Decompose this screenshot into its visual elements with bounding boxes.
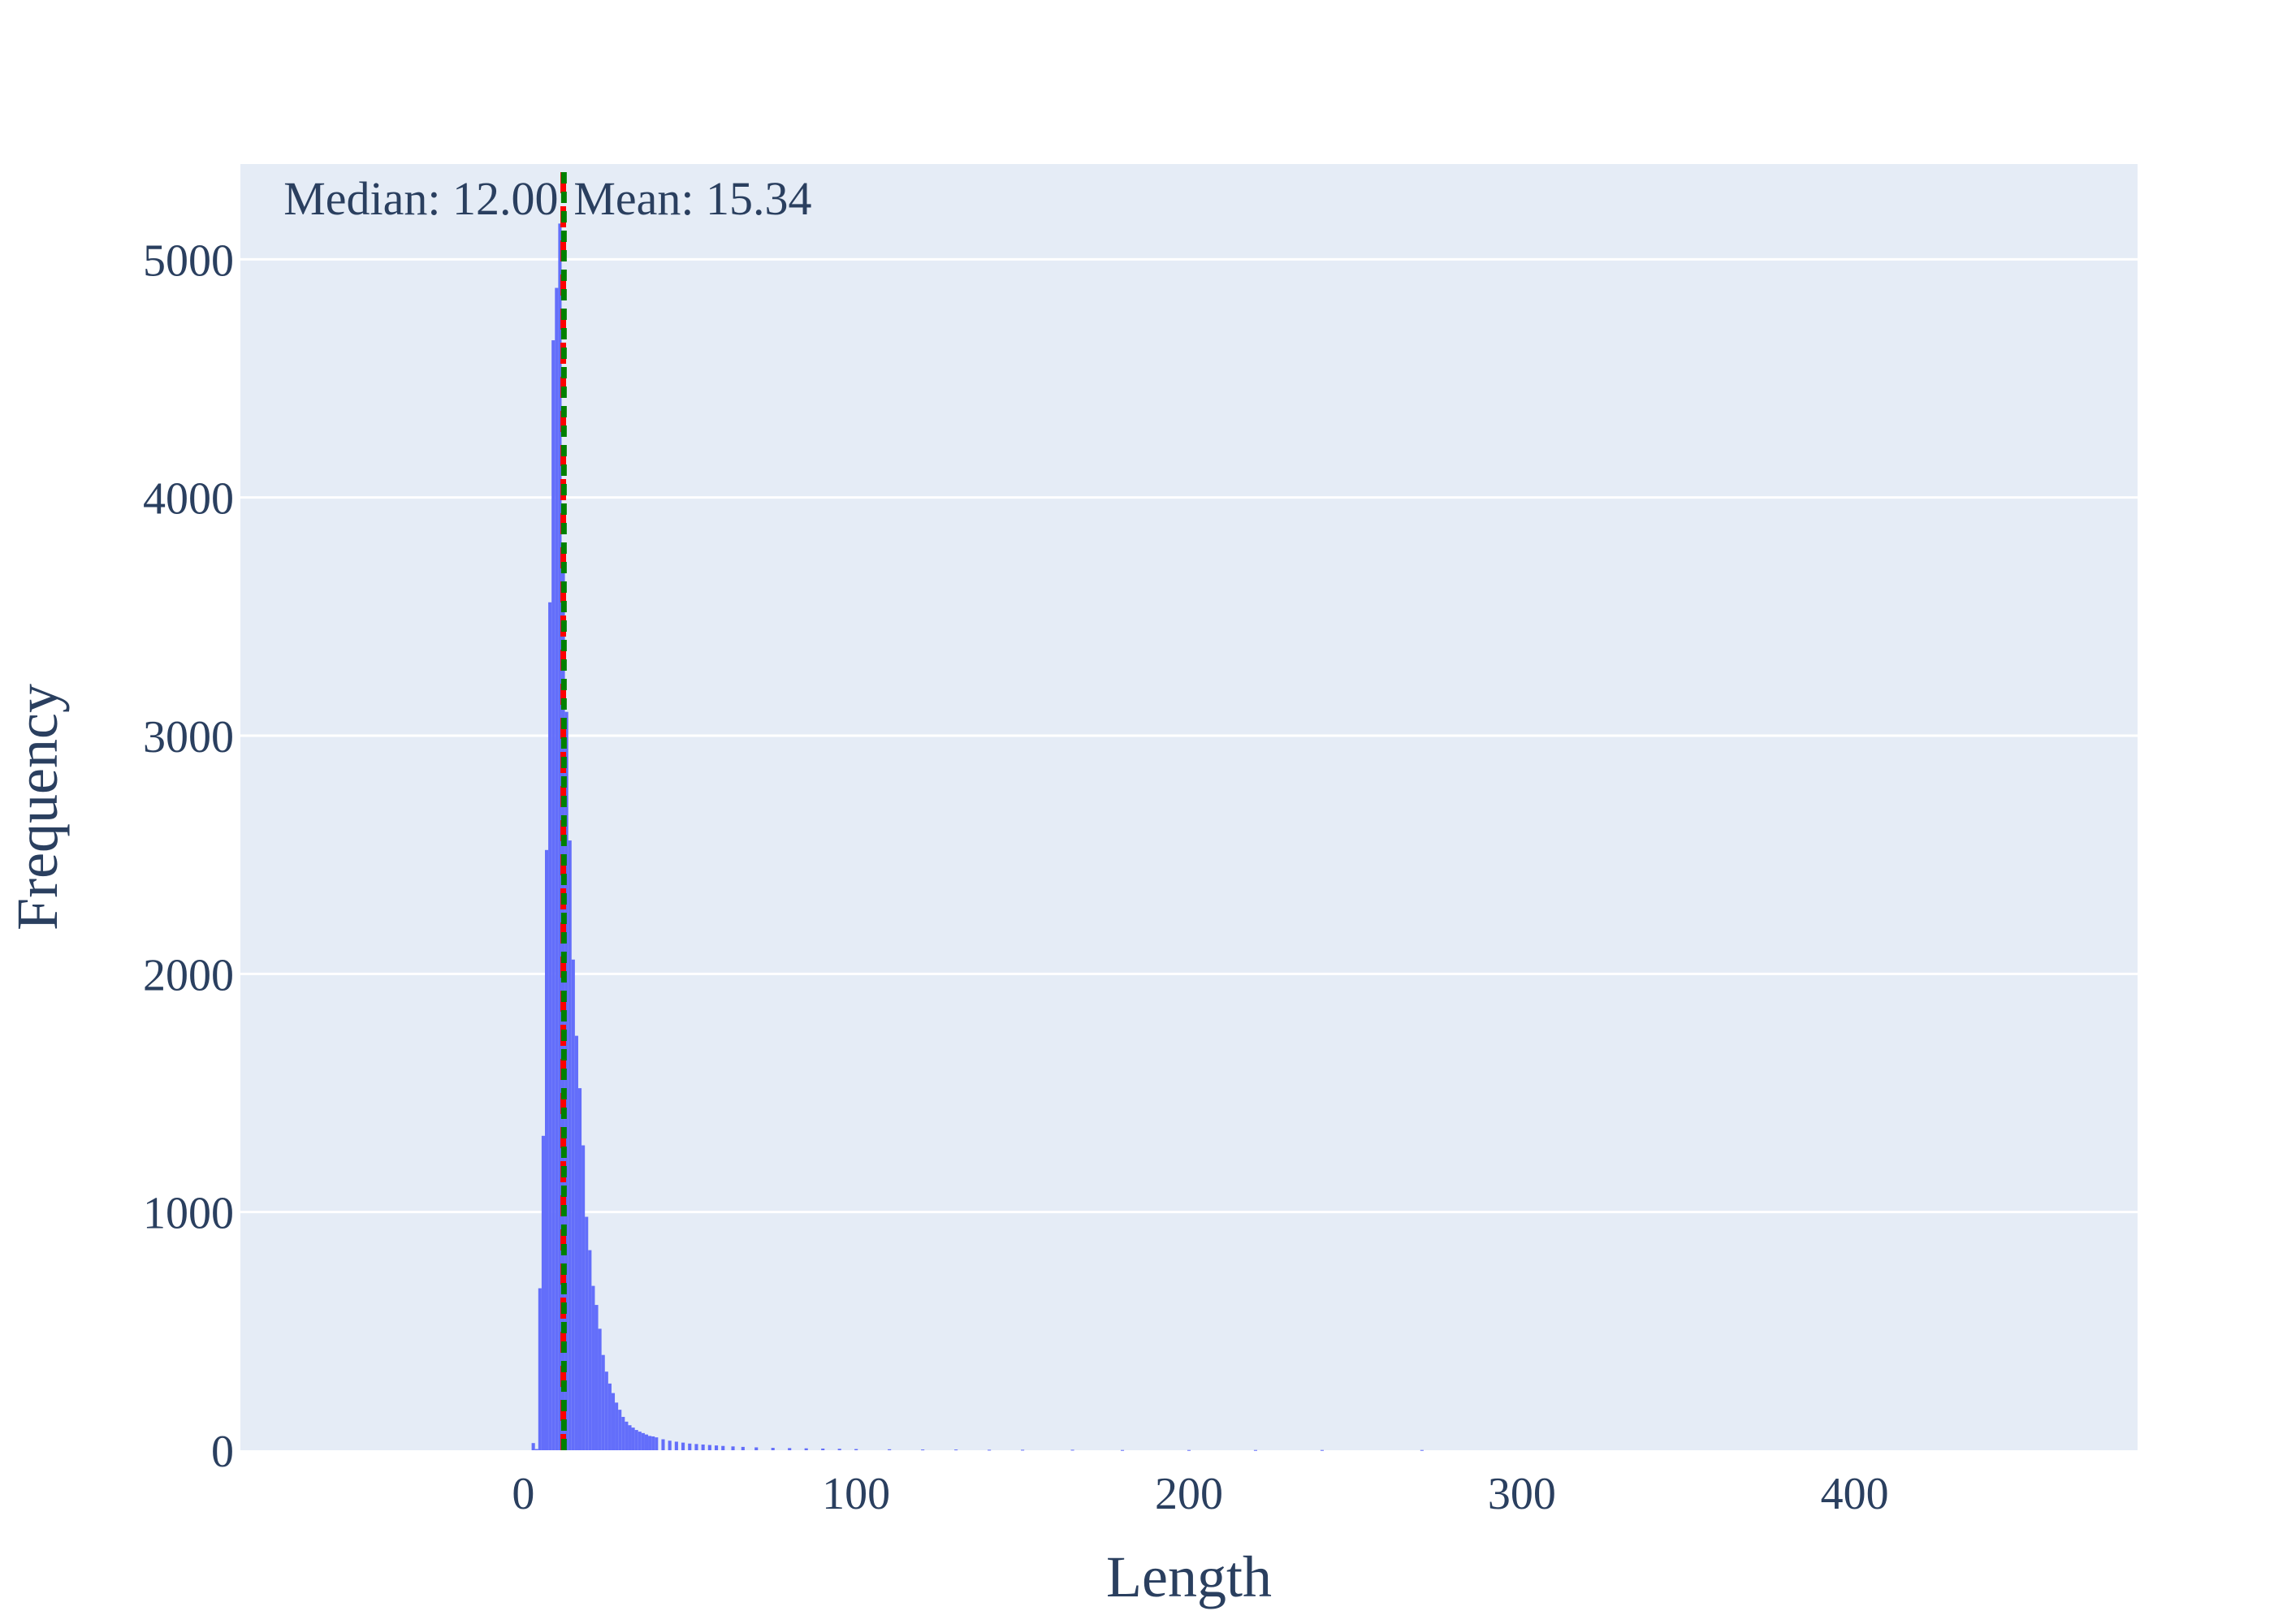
histogram-bar — [591, 1285, 595, 1450]
histogram-bar — [588, 1250, 592, 1450]
histogram-bar — [538, 1288, 542, 1450]
x-axis-title: Length — [1106, 1544, 1272, 1609]
x-tick-label: 200 — [1155, 1469, 1223, 1519]
histogram-bar — [607, 1383, 612, 1450]
histogram-bar — [634, 1430, 638, 1450]
histogram-bar — [544, 849, 549, 1450]
histogram-bar — [741, 1446, 745, 1450]
histogram-bar — [577, 1088, 582, 1450]
x-tick-label: 300 — [1488, 1469, 1556, 1519]
histogram-bar — [674, 1441, 678, 1450]
histogram-bar — [558, 223, 562, 1450]
histogram-bar — [604, 1371, 608, 1450]
histogram-bar — [568, 840, 572, 1450]
histogram-bar — [921, 1449, 925, 1451]
histogram-bar — [651, 1436, 655, 1450]
histogram-bar — [601, 1354, 605, 1450]
histogram-bar — [1253, 1449, 1258, 1451]
histogram-bar — [648, 1436, 652, 1450]
histogram-bar — [1320, 1449, 1324, 1451]
y-tick-label: 5000 — [143, 235, 234, 286]
histogram-bar — [541, 1135, 545, 1450]
histogram-bar — [581, 1145, 586, 1450]
histogram-bar — [1187, 1449, 1191, 1451]
histogram-bar — [661, 1439, 665, 1450]
histogram-bar — [854, 1449, 858, 1450]
histogram-bar — [771, 1448, 775, 1450]
bars-layer — [531, 223, 1424, 1451]
histogram-bar — [688, 1443, 692, 1450]
histogram-bar — [837, 1449, 841, 1450]
histogram-bar — [548, 602, 552, 1450]
histogram-bar — [555, 287, 559, 1450]
histogram-bar — [1021, 1449, 1025, 1451]
plot-background — [240, 164, 2138, 1450]
mean-annotation: Mean: 15.34 — [573, 172, 811, 225]
y-tick-label: 0 — [211, 1427, 234, 1477]
histogram-bar — [701, 1444, 705, 1450]
histogram-bar — [988, 1449, 992, 1451]
histogram-bar — [571, 959, 575, 1450]
histogram-bar — [694, 1444, 698, 1450]
y-tick-label: 3000 — [143, 712, 234, 762]
histogram-bar — [655, 1437, 659, 1450]
x-tick-label: 0 — [512, 1469, 534, 1519]
histogram-bar — [564, 711, 568, 1450]
histogram-bar — [668, 1440, 672, 1450]
histogram-bar — [611, 1393, 616, 1450]
histogram-bar — [721, 1445, 725, 1450]
histogram-bar — [754, 1447, 759, 1450]
histogram-bar — [534, 1449, 538, 1450]
histogram-bar — [625, 1421, 629, 1450]
y-axis-title: Frequency — [5, 684, 70, 931]
histogram-bar — [638, 1432, 642, 1450]
histogram-bar — [731, 1446, 735, 1450]
histogram-bar — [715, 1445, 719, 1450]
histogram-bar — [618, 1410, 622, 1450]
median-annotation: Median: 12.00 — [283, 172, 558, 225]
histogram-bar — [707, 1445, 711, 1450]
histogram-bar — [888, 1449, 892, 1450]
histogram-bar — [585, 1216, 589, 1450]
histogram-bar — [631, 1427, 635, 1450]
y-tick-label: 2000 — [143, 950, 234, 1000]
histogram-bar — [681, 1442, 685, 1450]
histogram-bar — [598, 1328, 602, 1450]
x-tick-label: 400 — [1821, 1469, 1889, 1519]
histogram-bar — [1120, 1449, 1125, 1451]
histogram-bar — [644, 1434, 649, 1450]
histogram-bar — [621, 1416, 625, 1450]
histogram-bar — [594, 1305, 599, 1450]
histogram-bar — [804, 1448, 808, 1450]
histogram-bar — [551, 340, 556, 1451]
histogram-bar — [531, 1443, 535, 1450]
y-tick-label: 4000 — [143, 474, 234, 525]
x-tick-label: 100 — [822, 1469, 890, 1519]
histogram-bar — [574, 1035, 578, 1450]
histogram-bar — [954, 1449, 958, 1451]
histogram-bar — [821, 1448, 825, 1450]
histogram-bar — [641, 1432, 645, 1450]
histogram-bar — [628, 1425, 632, 1450]
histogram-bar — [788, 1448, 792, 1450]
y-tick-label: 1000 — [143, 1189, 234, 1239]
histogram-bar — [615, 1402, 619, 1450]
annotations-layer: Median: 12.00 Mean: 15.34 — [283, 172, 811, 225]
histogram-bar — [1420, 1449, 1424, 1451]
histogram-bar — [1070, 1449, 1074, 1451]
